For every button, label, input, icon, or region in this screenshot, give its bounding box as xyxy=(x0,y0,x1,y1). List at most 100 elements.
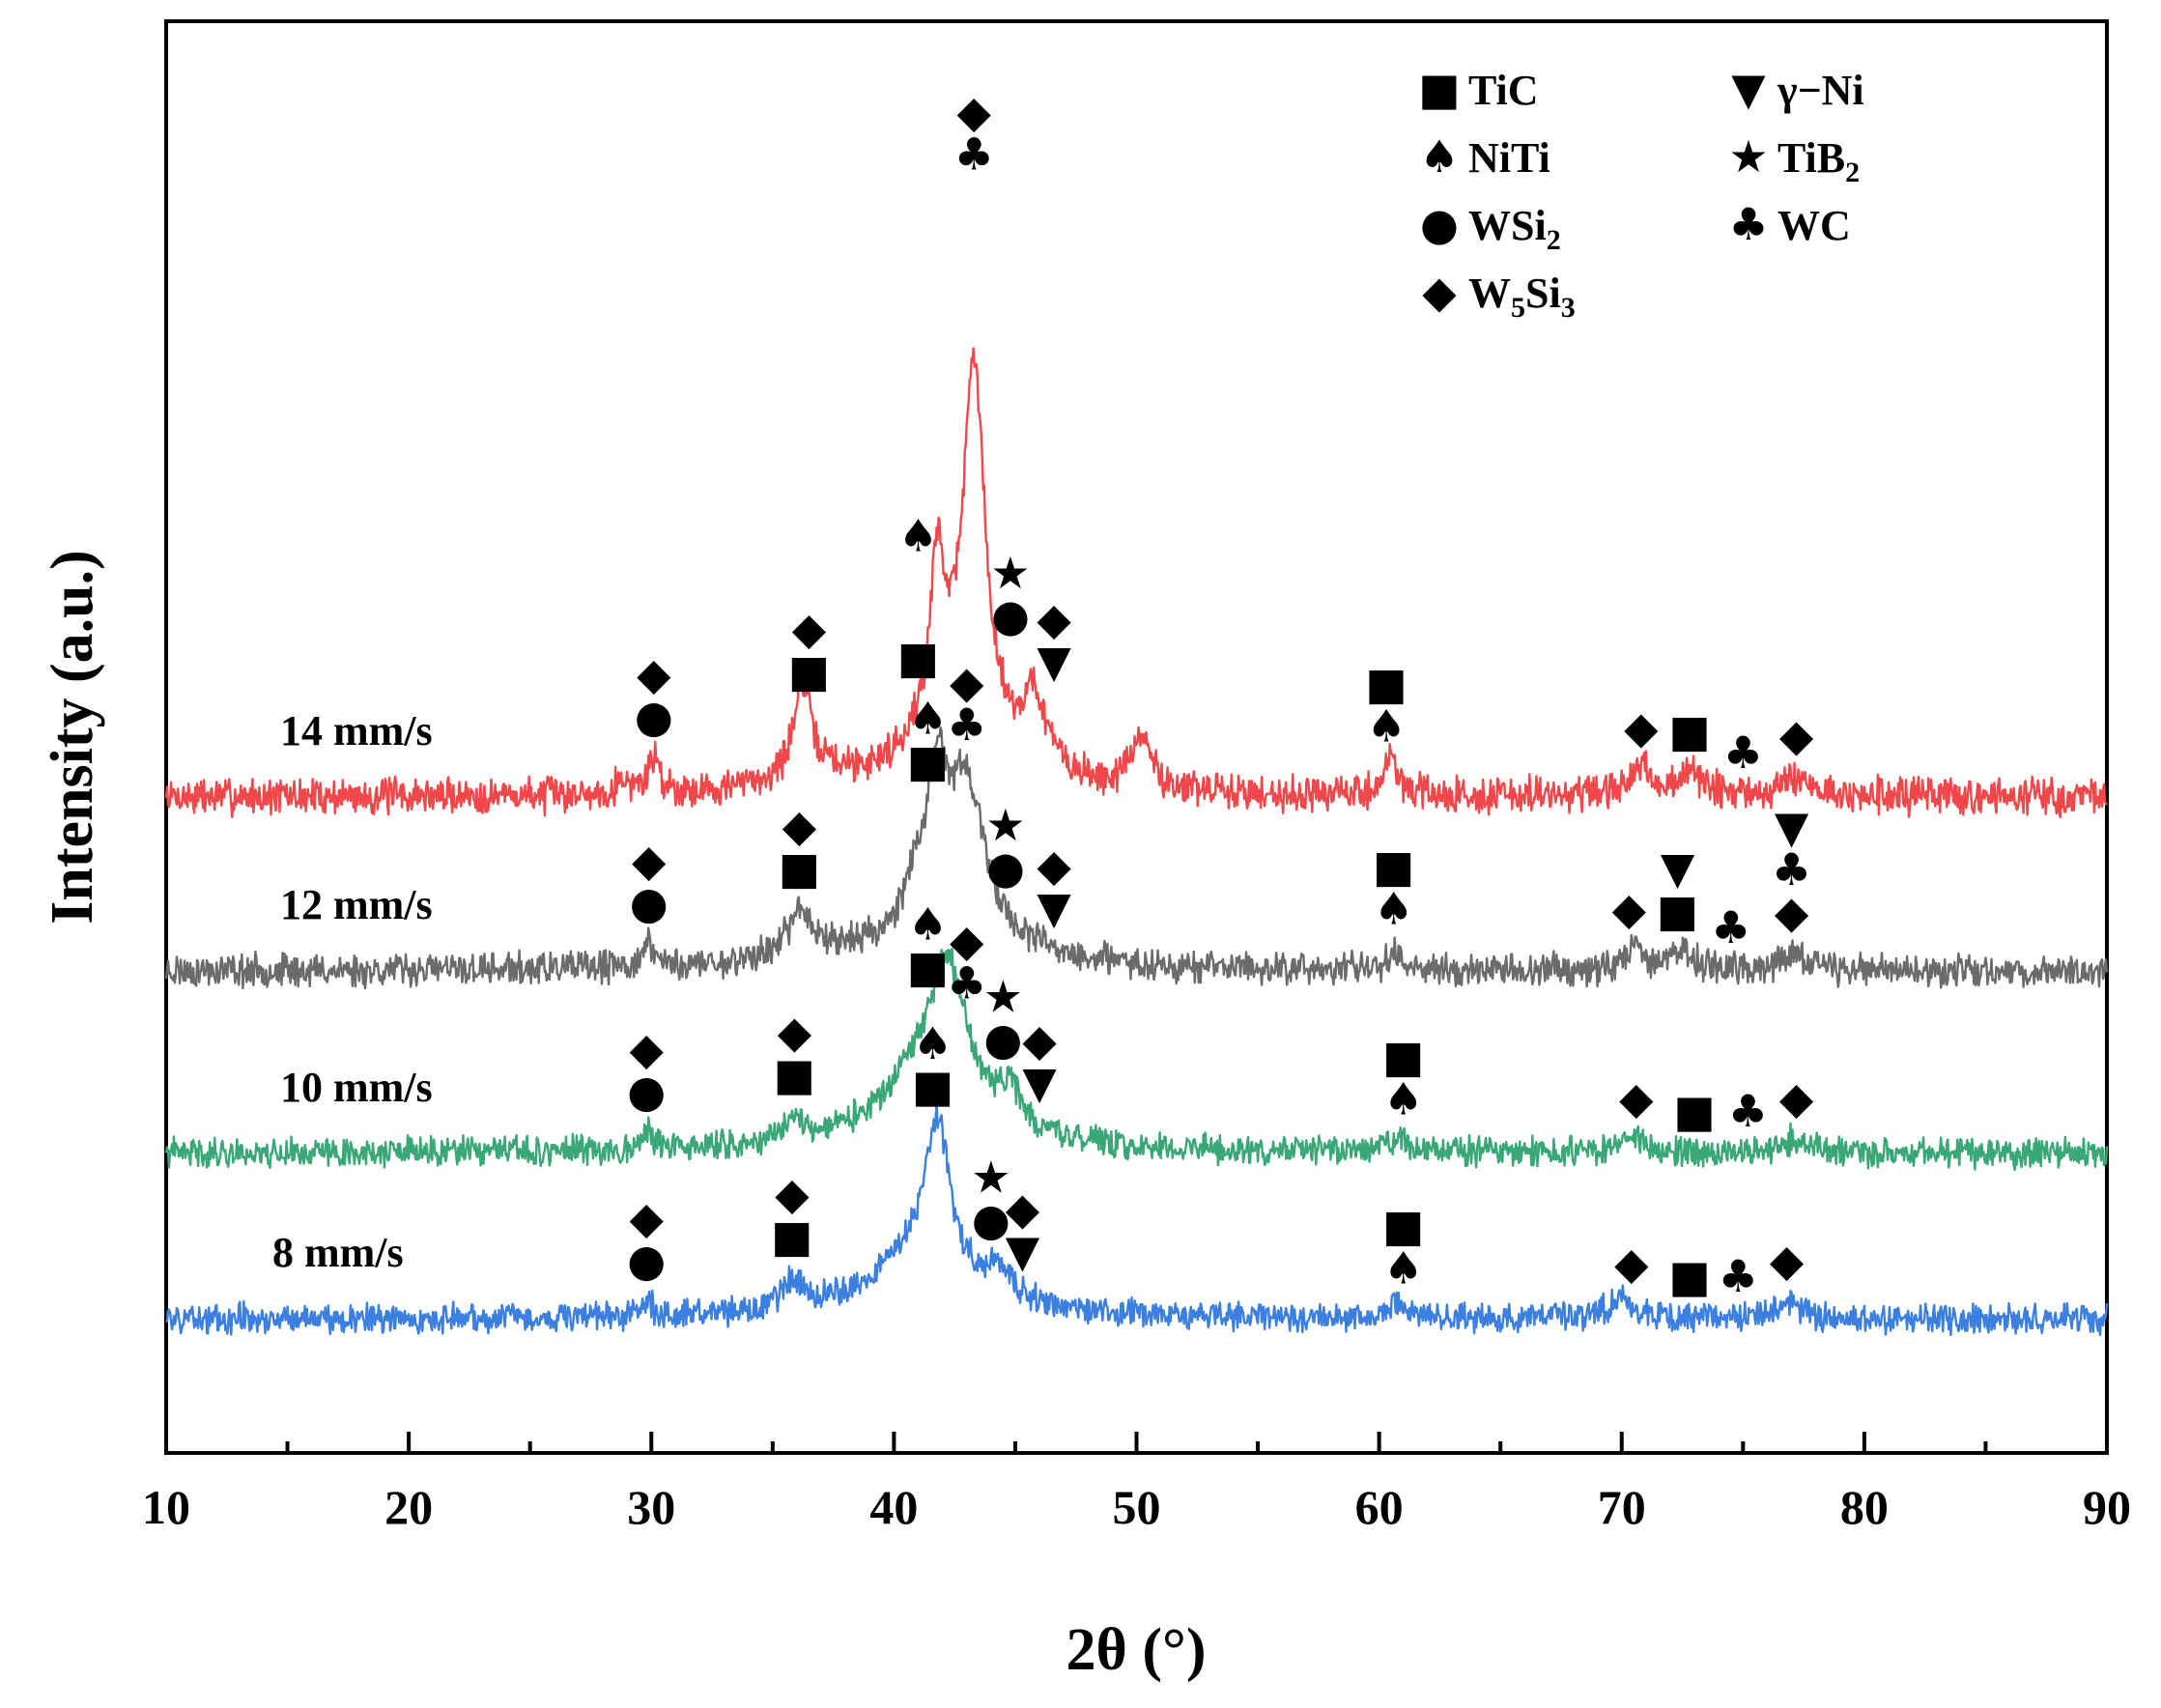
x-axis-title: 2θ (°) xyxy=(1066,1617,1207,1683)
peak-marker-W5Si3: ◆ xyxy=(1037,839,1071,891)
legend-label-TiC: TiC xyxy=(1468,67,1539,114)
peak-marker-TiC: ■ xyxy=(907,734,949,786)
peak-marker-W5Si3: ◆ xyxy=(630,1023,665,1075)
y-axis-title: Intensity (a.u.) xyxy=(40,550,105,925)
peak-marker-WC: ♣ xyxy=(1772,843,1811,896)
trace-labels: 14 mm/s 12 mm/s 10 mm/s 8 mm/s xyxy=(272,707,433,1276)
peak-marker-W5Si3: ◆ xyxy=(778,1006,812,1058)
peak-marker-TiB2: ★ xyxy=(983,970,1023,1022)
peak-marker-TiC: ■ xyxy=(771,1210,812,1263)
peak-marker-TiC: ■ xyxy=(1382,1200,1424,1252)
legend-label-TiB2: TiB2 xyxy=(1777,134,1860,188)
legend-symbol-W5Si3: ◆ xyxy=(1422,266,1457,318)
legend-label-WC: WC xyxy=(1777,202,1851,249)
peak-marker-TiC: ■ xyxy=(1365,657,1407,709)
peak-marker-W5Si3: ◆ xyxy=(1779,709,1814,761)
legend: ■ TiC ▼ γ−Ni ♠ NiTi ★ TiB2 ● WSi2 ♣ WC ◆ W5Si3 xyxy=(1418,63,1863,324)
peak-marker-TiC: ■ xyxy=(779,842,820,895)
peak-marker-WC: ♣ xyxy=(947,698,986,751)
peak-marker-TiC: ■ xyxy=(907,941,949,993)
peak-marker-W5Si3: ◆ xyxy=(1619,1071,1654,1124)
x-tick-label: 90 xyxy=(2083,1480,2131,1534)
peak-marker-gNi: ▼ xyxy=(1661,841,1695,894)
peak-marker-TiC: ■ xyxy=(1657,884,1698,936)
legend-symbol-WSi2: ● xyxy=(1420,198,1459,250)
peak-marker-WC: ♣ xyxy=(1723,726,1763,779)
xrd-trace-8-mm-s xyxy=(164,1101,2109,1336)
peak-marker-TiC: ■ xyxy=(897,632,939,684)
peak-marker-TiC: ■ xyxy=(1668,704,1710,756)
peak-marker-WSi2: ● xyxy=(630,877,668,929)
peak-marker-NiTi: ♠ xyxy=(908,692,948,744)
legend-label-gNi: γ−Ni xyxy=(1777,67,1864,114)
peak-marker-WSi2: ● xyxy=(627,1234,666,1286)
x-tick-label: 50 xyxy=(1113,1480,1161,1534)
legend-label-W5Si3: W5Si3 xyxy=(1468,270,1576,324)
x-tick-label: 10 xyxy=(142,1480,190,1534)
peak-marker-W5Si3: ◆ xyxy=(1770,1234,1805,1286)
peak-marker-W5Si3: ◆ xyxy=(1037,593,1071,645)
peak-marker-TiC: ■ xyxy=(912,1060,953,1112)
peak-marker-TiB2: ★ xyxy=(990,547,1030,599)
x-tick-label: 30 xyxy=(627,1480,675,1534)
peak-marker-WC: ♣ xyxy=(1728,1085,1768,1137)
peak-marker-W5Si3: ◆ xyxy=(950,656,984,708)
x-axis-ticks: 10 20 30 40 50 60 70 80 90 xyxy=(142,1432,2131,1534)
peak-marker-TiC: ■ xyxy=(788,645,830,697)
peak-marker-TiC: ■ xyxy=(1373,840,1414,892)
trace-label: 8 mm/s xyxy=(272,1229,404,1276)
peak-marker-gNi: ▼ xyxy=(1037,636,1071,688)
peak-marker-NiTi: ♠ xyxy=(1383,1242,1423,1295)
peak-marker-WC: ♣ xyxy=(1719,1250,1758,1302)
x-tick-label: 20 xyxy=(384,1480,433,1534)
peak-marker-W5Si3: ◆ xyxy=(630,1191,665,1243)
peak-marker-W5Si3: ◆ xyxy=(782,800,817,852)
peak-marker-W5Si3: ◆ xyxy=(1624,701,1659,754)
xrd-trace-12-mm-s xyxy=(164,726,2109,990)
trace-label: 12 mm/s xyxy=(280,881,433,928)
peak-marker-NiTi: ♠ xyxy=(1383,1072,1423,1124)
peak-marker-W5Si3: ◆ xyxy=(775,1168,810,1220)
peak-marker-WSi2: ● xyxy=(983,1012,1022,1065)
legend-symbol-NiTi: ♠ xyxy=(1419,130,1459,183)
peak-marker-W5Si3: ◆ xyxy=(632,835,667,887)
peak-marker-TiB2: ★ xyxy=(971,1152,1010,1204)
x-tick-label: 80 xyxy=(1840,1480,1889,1534)
peak-marker-WSi2: ● xyxy=(635,690,673,742)
x-tick-label: 70 xyxy=(1598,1480,1646,1534)
peak-marker-W5Si3: ◆ xyxy=(1775,886,1809,938)
x-tick-label: 60 xyxy=(1355,1480,1404,1534)
peak-marker-W5Si3: ◆ xyxy=(637,647,671,699)
peak-marker-NiTi: ♠ xyxy=(898,510,938,562)
legend-symbol-TiC: ■ xyxy=(1418,63,1460,115)
peak-marker-WC: ♣ xyxy=(954,128,994,180)
peak-marker-W5Si3: ◆ xyxy=(792,603,827,655)
peak-marker-WC: ♣ xyxy=(1711,901,1750,954)
xrd-traces xyxy=(164,347,2109,1336)
peak-marker-gNi: ▼ xyxy=(1006,1225,1040,1277)
legend-label-WSi2: WSi2 xyxy=(1468,202,1561,256)
peak-marker-WC: ♣ xyxy=(947,957,986,1010)
legend-label-NiTi: NiTi xyxy=(1468,134,1550,182)
peak-marker-TiC: ■ xyxy=(1382,1030,1424,1082)
peak-marker-TiC: ■ xyxy=(1668,1250,1710,1302)
peak-marker-W5Si3: ◆ xyxy=(957,85,992,137)
legend-symbol-WC: ♣ xyxy=(1728,198,1768,250)
trace-label: 14 mm/s xyxy=(280,707,433,754)
trace-label: 10 mm/s xyxy=(280,1064,433,1111)
peak-marker-WSi2: ● xyxy=(627,1066,666,1118)
peak-marker-W5Si3: ◆ xyxy=(1779,1071,1814,1124)
peak-marker-NiTi: ♠ xyxy=(1374,882,1413,934)
peak-marker-WSi2: ● xyxy=(991,589,1030,641)
peak-marker-TiC: ■ xyxy=(774,1048,815,1100)
xrd-trace-14-mm-s xyxy=(164,347,2108,818)
peak-marker-gNi: ▼ xyxy=(1775,801,1809,853)
peak-markers: ●◆ ■◆■♠♣◆●★▼◆♠■◆ ■ ♣ ◆●◆ ■◆■♠♣◆●★▼◆♠■◆ ■▼♣ ◆♣▼●… xyxy=(627,85,1814,1302)
peak-marker-W5Si3: ◆ xyxy=(1022,1014,1057,1067)
peak-marker-W5Si3: ◆ xyxy=(950,915,984,967)
peak-marker-NiTi: ♠ xyxy=(908,898,948,951)
peak-marker-WSi2: ● xyxy=(972,1194,1010,1246)
peak-marker-gNi: ▼ xyxy=(1022,1057,1057,1109)
peak-marker-WSi2: ● xyxy=(986,841,1025,894)
